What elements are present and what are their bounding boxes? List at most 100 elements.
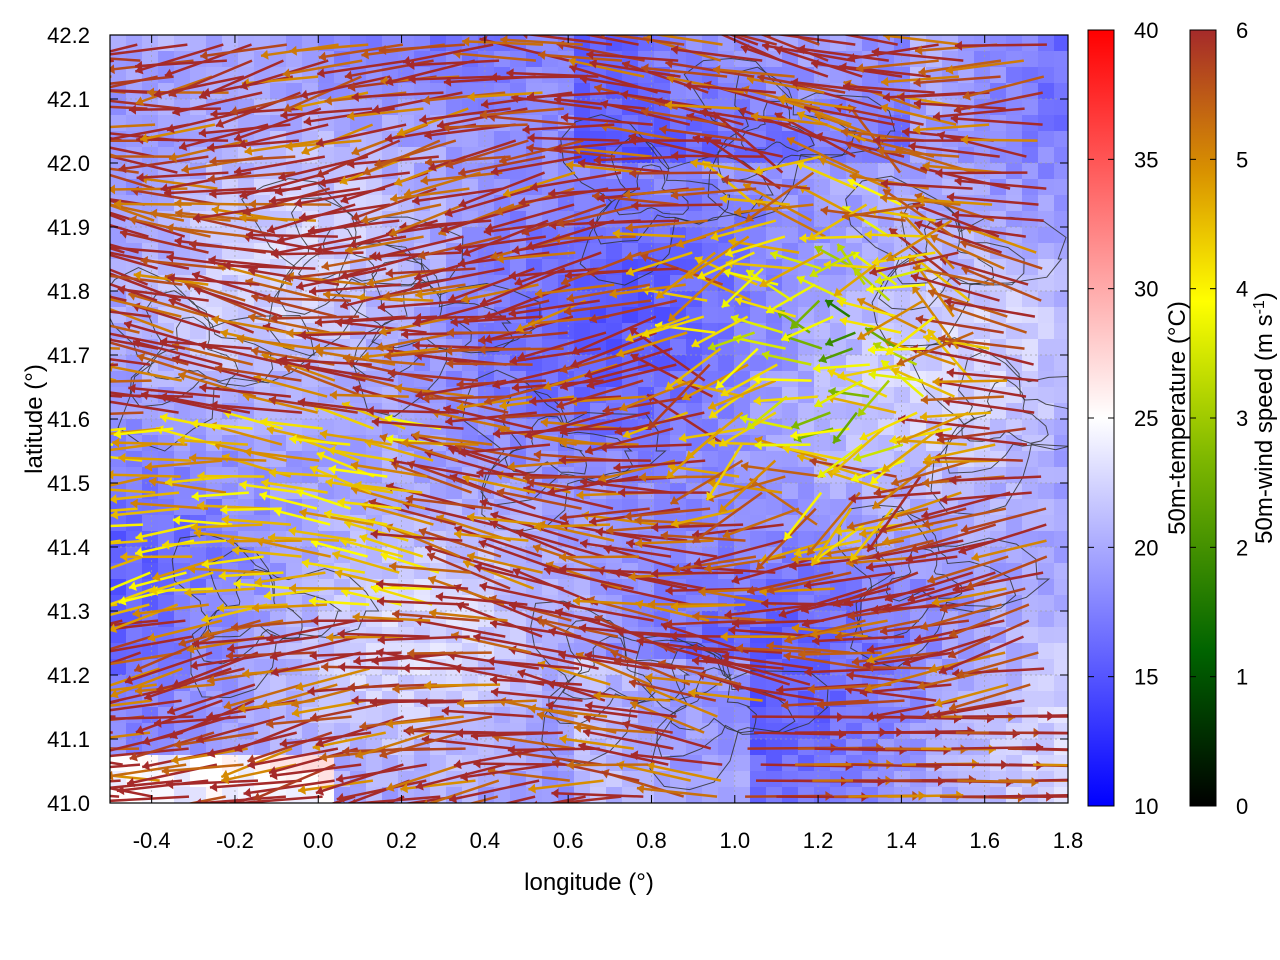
heatmap-cell bbox=[750, 771, 767, 788]
heatmap-cell bbox=[238, 483, 255, 500]
heatmap-cell bbox=[990, 195, 1007, 212]
heatmap-cell bbox=[1006, 403, 1023, 420]
heatmap-cell bbox=[494, 435, 511, 452]
heatmap-cell bbox=[1022, 771, 1039, 788]
wind-vector-head bbox=[95, 266, 103, 275]
heatmap-cell bbox=[990, 403, 1007, 420]
heatmap-cell bbox=[798, 499, 815, 516]
heatmap-cell bbox=[1006, 83, 1023, 100]
heatmap-cell bbox=[1038, 243, 1055, 260]
heatmap-cell bbox=[558, 243, 575, 260]
heatmap-cell bbox=[862, 355, 879, 372]
heatmap-cell bbox=[1038, 115, 1055, 132]
wind-vector-head bbox=[34, 573, 41, 583]
heatmap-cell bbox=[286, 35, 303, 52]
wind-vector-head bbox=[324, 806, 332, 815]
heatmap-cell bbox=[1022, 579, 1039, 596]
heatmap-cell bbox=[254, 675, 271, 692]
heatmap-cell bbox=[1006, 35, 1023, 52]
heatmap-cell bbox=[990, 371, 1007, 388]
heatmap-cell bbox=[558, 323, 575, 340]
wind-vector-head bbox=[169, 811, 177, 821]
heatmap-cell bbox=[462, 99, 479, 116]
heatmap-cell bbox=[814, 707, 831, 724]
heatmap-cell bbox=[590, 227, 607, 244]
heatmap-cell bbox=[1038, 371, 1055, 388]
wind-vector-head bbox=[1123, 712, 1130, 722]
heatmap-cell bbox=[702, 195, 719, 212]
wind-vector-head bbox=[1120, 774, 1127, 784]
heatmap-cell bbox=[766, 707, 783, 724]
heatmap-cell bbox=[686, 163, 703, 180]
heatmap-cell bbox=[670, 115, 687, 132]
heatmap-cell bbox=[718, 787, 735, 803]
heatmap-cell bbox=[366, 755, 383, 772]
heatmap-cell bbox=[750, 387, 767, 404]
wind-vector-shaft bbox=[754, 443, 811, 447]
wind-vector-head bbox=[69, 241, 77, 251]
heatmap-cell bbox=[606, 243, 623, 260]
heatmap-cell bbox=[478, 675, 495, 692]
heatmap-cell bbox=[270, 147, 287, 164]
heatmap-cell bbox=[670, 195, 687, 212]
heatmap-cell bbox=[638, 211, 655, 228]
heatmap-cell bbox=[366, 675, 383, 692]
heatmap-cell bbox=[798, 243, 815, 260]
heatmap-cell bbox=[718, 691, 735, 708]
heatmap-cell bbox=[814, 435, 831, 452]
wind-vector-head bbox=[88, 394, 96, 404]
wind-vector-shaft bbox=[932, 379, 1008, 384]
heatmap-cell bbox=[990, 35, 1007, 52]
heatmap-cell bbox=[286, 467, 303, 484]
heatmap-cell bbox=[990, 723, 1007, 740]
heatmap-cell bbox=[798, 771, 815, 788]
heatmap-cell bbox=[430, 643, 447, 660]
heatmap-cell bbox=[1006, 179, 1023, 196]
heatmap-cell bbox=[814, 499, 831, 516]
heatmap-cell bbox=[798, 723, 815, 740]
heatmap-cell bbox=[1038, 611, 1055, 628]
heatmap-cell bbox=[350, 195, 367, 212]
heatmap-cell bbox=[878, 323, 895, 340]
heatmap-cell bbox=[686, 35, 703, 52]
heatmap-cell bbox=[1006, 163, 1023, 180]
heatmap-cell bbox=[1054, 83, 1068, 100]
wind-vector-shaft bbox=[414, 315, 507, 320]
wind-vector-head bbox=[39, 187, 47, 196]
heatmap-cell bbox=[526, 723, 543, 740]
wind-vector-head bbox=[37, 276, 45, 286]
wind-vector-head bbox=[1073, 776, 1080, 786]
heatmap-cell bbox=[1054, 211, 1068, 228]
wind-vector-head bbox=[79, 450, 87, 460]
heatmap-cell bbox=[1054, 339, 1068, 356]
heatmap-cell bbox=[126, 707, 143, 724]
heatmap-cell bbox=[398, 211, 415, 228]
heatmap-cell bbox=[478, 51, 495, 68]
wind-vector-shaft bbox=[371, 586, 432, 590]
heatmap-cell bbox=[574, 323, 591, 340]
heatmap-cell bbox=[1038, 675, 1055, 692]
heatmap-cell bbox=[270, 595, 287, 612]
wind-vector-head bbox=[20, 309, 27, 319]
heatmap-cell bbox=[1022, 419, 1039, 436]
wind-vector-head bbox=[62, 249, 70, 258]
heatmap-cell bbox=[734, 339, 751, 356]
heatmap-cell bbox=[542, 355, 559, 372]
heatmap-cell bbox=[206, 147, 223, 164]
heatmap-cell bbox=[1038, 195, 1055, 212]
heatmap-cell bbox=[846, 195, 863, 212]
wind-vector-head bbox=[69, 377, 76, 387]
wind-vector-shaft bbox=[377, 747, 466, 752]
heatmap-cell bbox=[718, 707, 735, 724]
heatmap-cell bbox=[190, 259, 207, 276]
heatmap-cell bbox=[1054, 323, 1068, 340]
heatmap-cell bbox=[430, 147, 447, 164]
heatmap-cell bbox=[254, 467, 271, 484]
heatmap-cell bbox=[1054, 483, 1068, 500]
heatmap-cell bbox=[142, 51, 159, 68]
wind-vector-head bbox=[50, 380, 58, 390]
heatmap-cell bbox=[350, 323, 367, 340]
heatmap-cell bbox=[1038, 211, 1055, 228]
heatmap-cell bbox=[894, 291, 911, 308]
